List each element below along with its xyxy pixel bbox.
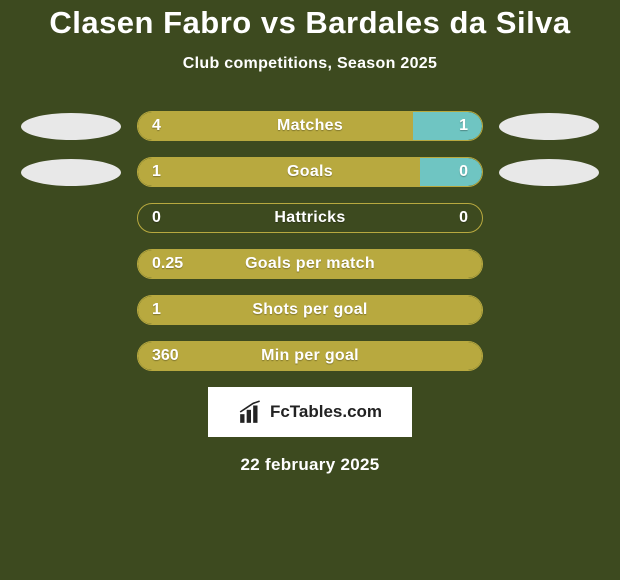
stat-label: Hattricks bbox=[138, 204, 482, 232]
stat-value-left: 0 bbox=[152, 204, 161, 232]
stat-row: Hattricks0 0 bbox=[0, 203, 620, 233]
stat-value-left: 0.25 bbox=[152, 250, 183, 278]
stat-row: Goals1 0 bbox=[0, 157, 620, 187]
team-logo-right bbox=[493, 157, 605, 187]
stat-value-left: 1 bbox=[152, 296, 161, 324]
team-logo-right bbox=[493, 295, 605, 325]
stat-label: Matches bbox=[138, 112, 482, 140]
comparison-infographic: Clasen Fabro vs Bardales da Silva Club c… bbox=[0, 0, 620, 475]
stats-chart: Matches41Goals10Hattricks00Goals per mat… bbox=[0, 111, 620, 371]
brand-text: FcTables.com bbox=[270, 402, 382, 422]
stat-label: Min per goal bbox=[138, 342, 482, 370]
stat-label: Goals bbox=[138, 158, 482, 186]
stat-value-right: 1 bbox=[459, 112, 468, 140]
stat-row: Min per goal360 bbox=[0, 341, 620, 371]
stat-bar: Goals per match0.25 bbox=[137, 249, 483, 279]
team-logo-right bbox=[493, 341, 605, 371]
logo-placeholder-icon bbox=[21, 113, 121, 140]
team-logo-left bbox=[15, 341, 127, 371]
stat-row: Goals per match0.25 bbox=[0, 249, 620, 279]
stat-value-right: 0 bbox=[459, 158, 468, 186]
footer-date: 22 february 2025 bbox=[0, 455, 620, 475]
stat-bar: Hattricks0 0 bbox=[137, 203, 483, 233]
team-logo-right bbox=[493, 111, 605, 141]
stat-value-left: 360 bbox=[152, 342, 179, 370]
stat-bar: Goals1 0 bbox=[137, 157, 483, 187]
team-logo-right bbox=[493, 249, 605, 279]
stat-value-left: 1 bbox=[152, 158, 161, 186]
stat-bar: Min per goal360 bbox=[137, 341, 483, 371]
stat-value-right: 0 bbox=[459, 204, 468, 232]
logo-placeholder-icon bbox=[499, 113, 599, 140]
logo-placeholder-icon bbox=[21, 159, 121, 186]
stat-label: Goals per match bbox=[138, 250, 482, 278]
chart-icon bbox=[238, 399, 264, 425]
stat-bar: Matches4 1 bbox=[137, 111, 483, 141]
stat-row: Shots per goal1 bbox=[0, 295, 620, 325]
team-logo-left bbox=[15, 157, 127, 187]
team-logo-left bbox=[15, 295, 127, 325]
stat-row: Matches4 1 bbox=[0, 111, 620, 141]
page-subtitle: Club competitions, Season 2025 bbox=[0, 55, 620, 73]
team-logo-left bbox=[15, 111, 127, 141]
stat-bar: Shots per goal1 bbox=[137, 295, 483, 325]
logo-placeholder-icon bbox=[499, 159, 599, 186]
stat-label: Shots per goal bbox=[138, 296, 482, 324]
team-logo-left bbox=[15, 249, 127, 279]
page-title: Clasen Fabro vs Bardales da Silva bbox=[0, 5, 620, 41]
team-logo-left bbox=[15, 203, 127, 233]
brand-badge: FcTables.com bbox=[208, 387, 412, 437]
team-logo-right bbox=[493, 203, 605, 233]
stat-value-left: 4 bbox=[152, 112, 161, 140]
